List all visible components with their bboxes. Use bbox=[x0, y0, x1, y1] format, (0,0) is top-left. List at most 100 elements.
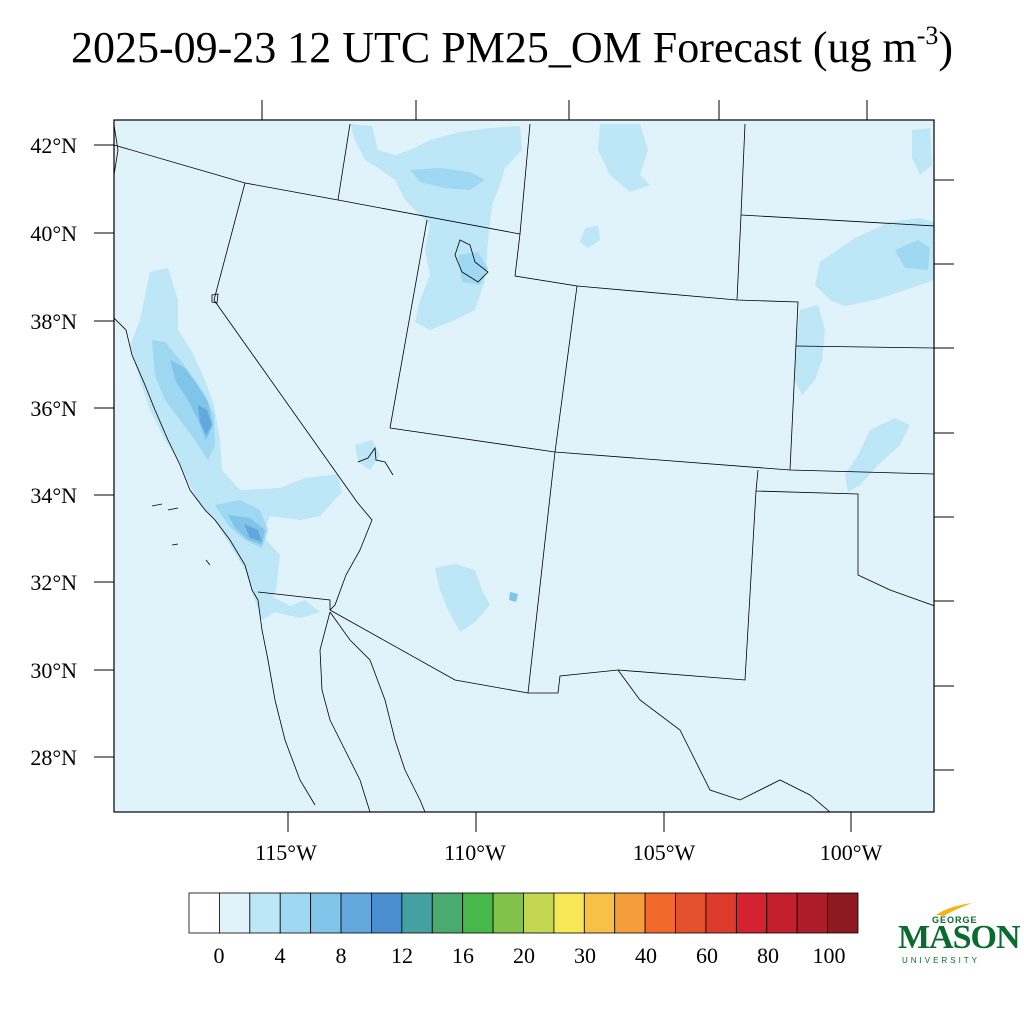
colorbar-label: 80 bbox=[757, 943, 779, 968]
oklahoma-border bbox=[755, 469, 934, 607]
great-salt-lake bbox=[454, 239, 489, 283]
logo-george-text: GEORGE bbox=[932, 915, 978, 925]
concentration-region bbox=[895, 240, 930, 270]
concentration-region bbox=[198, 405, 212, 435]
concentration-region bbox=[255, 592, 320, 620]
california-nevada-border bbox=[213, 182, 358, 503]
latitude-labels: 42°N 40°N 38°N 36°N 34°N 32°N 30°N 28°N bbox=[30, 133, 77, 770]
nebraska-border bbox=[740, 214, 934, 227]
colorbar-swatch bbox=[705, 892, 737, 934]
nevada-utah-border bbox=[389, 219, 428, 429]
colorbar-label: 60 bbox=[696, 943, 718, 968]
concentration-region bbox=[795, 305, 825, 395]
colorado-river bbox=[357, 446, 394, 476]
colorbar-swatch bbox=[310, 892, 342, 934]
lat-label: 28°N bbox=[30, 745, 77, 770]
colorbar-swatch bbox=[523, 892, 555, 934]
concentration-region bbox=[458, 252, 488, 285]
kansas-north-border bbox=[795, 345, 934, 349]
boundary-lines bbox=[114, 123, 934, 812]
concentration-region bbox=[410, 168, 485, 190]
lon-label: 115°W bbox=[255, 840, 317, 865]
map-frame bbox=[113, 119, 935, 813]
concentration-region bbox=[244, 524, 262, 542]
logo-mason-text: MASON bbox=[898, 919, 1021, 956]
concentration-region bbox=[152, 340, 215, 460]
lat-label: 42°N bbox=[30, 133, 77, 158]
colorbar-swatch bbox=[675, 892, 707, 934]
lat-label: 36°N bbox=[30, 396, 77, 421]
utah-border bbox=[514, 233, 578, 453]
colorbar-label: 8 bbox=[336, 943, 347, 968]
map-title: 2025-09-23 12 UTC PM25_OM Forecast (ug m… bbox=[0, 21, 1024, 73]
colorbar-swatch bbox=[371, 892, 403, 934]
concentration-field bbox=[130, 124, 934, 632]
concentration-region bbox=[815, 218, 934, 306]
us-mexico-border bbox=[257, 591, 331, 610]
colorbar-label: 16 bbox=[452, 943, 474, 968]
colorbar-swatch bbox=[492, 892, 524, 934]
longitude-labels: 115°W 110°W 105°W 100°W bbox=[255, 840, 882, 865]
lon-label: 105°W bbox=[633, 840, 696, 865]
lake-tahoe bbox=[211, 293, 219, 304]
colorbar-swatch bbox=[796, 892, 828, 934]
channel-islands bbox=[151, 503, 211, 566]
colorbar-labels: 0 4 8 12 16 20 30 40 60 80 100 bbox=[214, 943, 846, 968]
four-corners-line bbox=[389, 427, 934, 475]
lon-label: 110°W bbox=[444, 840, 506, 865]
tick-marks bbox=[94, 100, 954, 832]
concentration-region bbox=[355, 440, 380, 470]
concentration-region bbox=[912, 128, 932, 175]
idaho-montana-border bbox=[337, 123, 351, 201]
rio-grande bbox=[617, 669, 831, 812]
colorbar-swatch bbox=[340, 892, 372, 934]
colorbar-swatch bbox=[644, 892, 676, 934]
colorbar-swatch bbox=[553, 892, 585, 934]
concentration-region bbox=[130, 268, 342, 620]
colorbar-label: 20 bbox=[513, 943, 535, 968]
lat-label: 38°N bbox=[30, 309, 77, 334]
map-background bbox=[114, 120, 934, 812]
pacific-coastline bbox=[114, 124, 316, 806]
title-text: 2025-09-23 12 UTC PM25_OM Forecast (ug m bbox=[70, 23, 917, 72]
lat-label: 30°N bbox=[30, 658, 77, 683]
colorbar-swatch bbox=[431, 892, 464, 934]
concentration-region bbox=[580, 226, 600, 248]
lat-label: 34°N bbox=[30, 483, 77, 508]
colorbar-swatch bbox=[219, 892, 251, 934]
colorbar-swatch bbox=[614, 892, 646, 934]
lat-label: 40°N bbox=[30, 221, 77, 246]
colorbar-label: 4 bbox=[275, 943, 286, 968]
lat-label: 32°N bbox=[30, 570, 77, 595]
colorbar-swatch bbox=[766, 892, 798, 934]
lon-label: 100°W bbox=[820, 840, 883, 865]
george-mason-logo: GEORGE MASON UNIVERSITY bbox=[896, 900, 1021, 970]
colorbar-swatch bbox=[188, 892, 220, 934]
concentration-region bbox=[435, 564, 490, 632]
colorbar-swatch bbox=[249, 892, 281, 934]
concentration-region bbox=[598, 124, 650, 192]
wyoming-colorado-border bbox=[576, 285, 799, 471]
colorbar-swatch bbox=[279, 892, 312, 934]
colorbar-swatch bbox=[401, 892, 433, 934]
colorbar bbox=[188, 892, 859, 934]
concentration-region bbox=[509, 592, 518, 602]
arizona-mexico-border bbox=[329, 609, 529, 694]
colorbar-label: 0 bbox=[214, 943, 225, 968]
colorbar-swatch bbox=[462, 892, 494, 934]
colorbar-label: 30 bbox=[574, 943, 596, 968]
title-exponent: -3 bbox=[916, 21, 939, 51]
colorbar-swatch bbox=[827, 892, 859, 934]
flame-icon bbox=[936, 903, 972, 916]
colorbar-swatch bbox=[735, 892, 768, 934]
concentration-region bbox=[845, 418, 910, 492]
colorbar-label: 40 bbox=[635, 943, 657, 968]
colorbar-label: 12 bbox=[391, 943, 413, 968]
gulf-california-coast bbox=[319, 611, 426, 812]
arizona-west-border bbox=[329, 501, 373, 611]
logo-university-text: UNIVERSITY bbox=[902, 956, 981, 965]
colorbar-label: 100 bbox=[813, 943, 846, 968]
colorbar-swatch bbox=[583, 892, 616, 934]
title-close: ) bbox=[938, 23, 954, 72]
